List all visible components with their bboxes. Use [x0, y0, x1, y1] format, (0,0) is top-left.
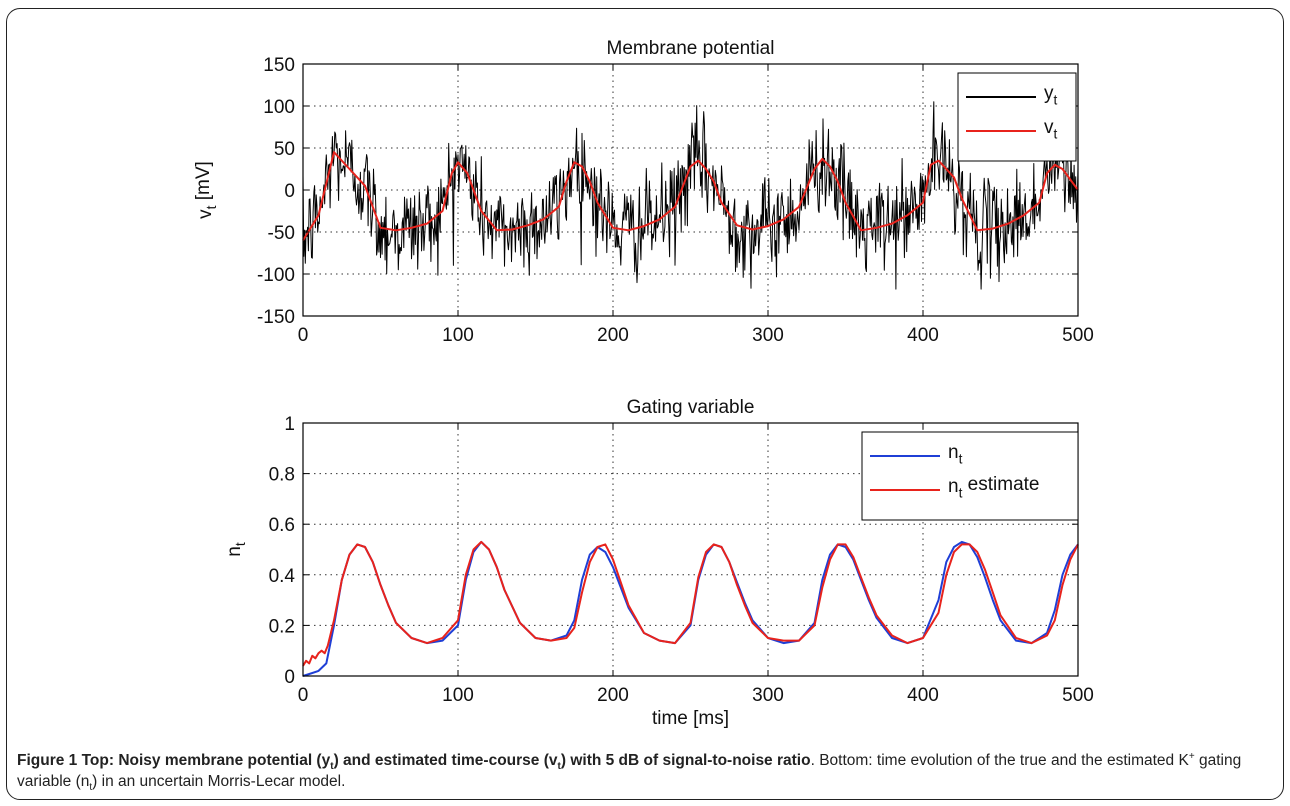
y-tick-label: 0 — [284, 667, 295, 688]
chart-legend: yt vt — [957, 72, 1077, 162]
caption-label: Figure 1 — [17, 752, 78, 769]
legend-entry-1: yt — [1044, 83, 1058, 107]
x-tick-label: 100 — [442, 325, 474, 346]
caption-rest-sub-2: t — [89, 782, 93, 794]
legend-box — [861, 431, 1079, 521]
y-tick-label: 50 — [274, 139, 295, 160]
caption-bold-2: ) and estimated time-course (v — [333, 752, 558, 769]
axes-box — [302, 422, 1079, 677]
caption-bold-sub-2: t — [557, 761, 561, 773]
x-tick-label: 100 — [442, 685, 474, 706]
caption-rest-sup-1: + — [1188, 750, 1195, 762]
y-tick-label: 1 — [284, 414, 295, 435]
legend-box — [957, 72, 1077, 162]
y-axis-label: nt — [224, 542, 248, 557]
caption-rest-1: . Bottom: time evolution of the true and… — [810, 752, 1189, 769]
x-axis-label: time [ms] — [652, 708, 729, 729]
chart-title: Gating variable — [627, 397, 755, 418]
caption-bold-3: ) with 5 dB of signal-to-noise ratio — [560, 752, 811, 769]
x-tick-label: 400 — [907, 325, 939, 346]
x-tick-label: 500 — [1062, 685, 1094, 706]
y-tick-label: 100 — [263, 97, 295, 118]
figure-caption: Figure 1 Top: Noisy membrane potential (… — [17, 750, 1275, 792]
chart-title: Membrane potential — [607, 38, 775, 59]
x-tick-label: 500 — [1062, 325, 1094, 346]
y-tick-label: -50 — [268, 223, 295, 244]
x-tick-label: 400 — [907, 685, 939, 706]
legend-entry-2: vt — [1044, 117, 1058, 141]
x-tick-label: 300 — [752, 325, 784, 346]
series-line-1 — [302, 101, 1079, 290]
x-tick-label: 200 — [597, 325, 629, 346]
x-tick-label: 0 — [298, 325, 309, 346]
y-tick-label: 150 — [263, 55, 295, 76]
legend-entry-1: nt — [948, 442, 963, 466]
chart-legend: nt nt estimate — [861, 431, 1079, 521]
chart-panel-2: Gating variable 0 100 200 300 400 500 0 0.2 0.4 0.… — [224, 397, 1094, 729]
y-tick-label: 0.8 — [269, 465, 295, 486]
x-tick-label: 200 — [597, 685, 629, 706]
y-tick-label: 0.2 — [269, 616, 295, 637]
caption-bold-sub-1: t — [330, 761, 334, 773]
caption-rest-3: ) in an uncertain Morris-Lecar model. — [92, 773, 346, 790]
y-tick-label: -150 — [257, 307, 295, 328]
caption-bold-1: Top: Noisy membrane potential (y — [81, 752, 331, 769]
y-tick-label: 0.6 — [269, 515, 295, 536]
y-tick-label: 0.4 — [269, 566, 296, 587]
x-tick-label: 0 — [298, 685, 309, 706]
caption-rest-2: gating variable (n — [17, 752, 1242, 790]
legend-entry-2: nt estimate — [948, 474, 1039, 501]
figure-frame — [6, 8, 1284, 800]
series-line-2 — [302, 151, 1079, 241]
x-tick-label: 300 — [752, 685, 784, 706]
y-tick-label: -100 — [257, 265, 295, 286]
y-tick-label: 0 — [284, 181, 295, 202]
series-line-2 — [302, 540, 1079, 667]
y-axis-label: vt [mV] — [193, 161, 219, 219]
series-line-1 — [302, 540, 1079, 677]
